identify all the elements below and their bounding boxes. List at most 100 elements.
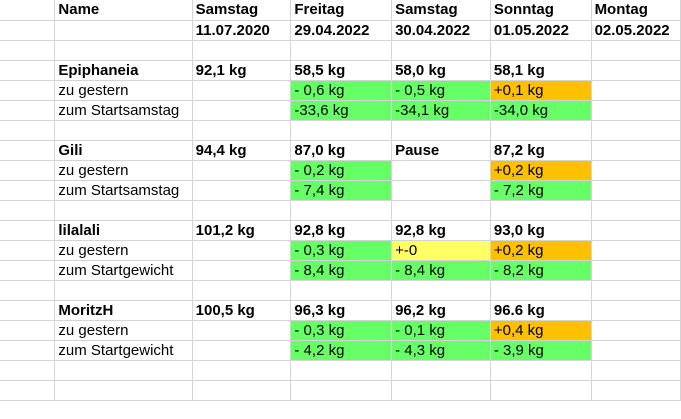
cell[interactable] xyxy=(0,140,56,161)
cell[interactable] xyxy=(192,120,292,141)
diff-value[interactable]: -34,1 kg xyxy=(391,100,491,121)
diff-value[interactable] xyxy=(591,180,681,201)
cell[interactable] xyxy=(192,280,292,301)
cell[interactable] xyxy=(54,380,193,401)
weight-value[interactable] xyxy=(591,60,681,81)
header-day[interactable]: Samstag xyxy=(192,0,292,21)
diff-value[interactable] xyxy=(391,160,491,181)
header-date[interactable]: 02.05.2022 xyxy=(591,20,681,41)
weight-value[interactable]: 58,5 kg xyxy=(290,60,393,81)
diff-value[interactable] xyxy=(591,160,681,181)
cell[interactable] xyxy=(490,380,592,401)
row-label[interactable]: zu gestern xyxy=(54,320,193,341)
person-name[interactable]: lilalali xyxy=(54,220,193,241)
diff-value[interactable] xyxy=(192,80,292,101)
weight-value[interactable] xyxy=(591,300,681,321)
weight-value[interactable]: 93,0 kg xyxy=(490,220,592,241)
diff-value[interactable] xyxy=(192,340,292,361)
cell[interactable] xyxy=(192,200,292,221)
cell[interactable] xyxy=(0,200,56,221)
person-name[interactable]: MoritzH xyxy=(54,300,193,321)
diff-value[interactable] xyxy=(192,100,292,121)
weight-value[interactable] xyxy=(591,140,681,161)
cell[interactable] xyxy=(54,200,193,221)
cell[interactable] xyxy=(0,100,56,121)
cell[interactable] xyxy=(0,380,56,401)
diff-value[interactable]: - 0,1 kg xyxy=(391,320,491,341)
diff-value[interactable] xyxy=(391,180,491,201)
diff-value[interactable]: -34,0 kg xyxy=(490,100,592,121)
header-day[interactable]: Samstag xyxy=(391,0,491,21)
cell[interactable] xyxy=(490,280,592,301)
header-day[interactable]: Sonntag xyxy=(490,0,592,21)
weight-value[interactable]: 92,8 kg xyxy=(391,220,491,241)
cell[interactable] xyxy=(391,360,491,381)
diff-value[interactable] xyxy=(591,240,681,261)
diff-value[interactable]: - 0,3 kg xyxy=(290,320,393,341)
diff-value[interactable]: +0,1 kg xyxy=(490,80,592,101)
header-day[interactable]: Freitag xyxy=(290,0,393,21)
cell[interactable] xyxy=(391,200,491,221)
row-label[interactable]: zu gestern xyxy=(54,160,193,181)
cell[interactable] xyxy=(0,0,56,21)
cell[interactable] xyxy=(391,380,491,401)
diff-value[interactable] xyxy=(591,80,681,101)
cell[interactable] xyxy=(490,40,592,61)
cell[interactable] xyxy=(0,20,56,41)
person-name[interactable]: Epiphaneia xyxy=(54,60,193,81)
cell[interactable] xyxy=(0,160,56,181)
header-date[interactable]: 11.07.2020 xyxy=(192,20,292,41)
cell[interactable] xyxy=(490,200,592,221)
diff-value[interactable]: - 8,4 kg xyxy=(391,260,491,281)
cell[interactable] xyxy=(54,360,193,381)
weight-value[interactable]: 58,1 kg xyxy=(490,60,592,81)
row-label[interactable]: zum Startsamstag xyxy=(54,100,193,121)
header-name[interactable]: Name xyxy=(54,0,193,21)
cell[interactable] xyxy=(290,360,393,381)
cell[interactable] xyxy=(0,340,56,361)
header-date[interactable]: 01.05.2022 xyxy=(490,20,592,41)
diff-value[interactable]: - 4,2 kg xyxy=(290,340,393,361)
row-label[interactable]: zu gestern xyxy=(54,80,193,101)
cell[interactable] xyxy=(591,120,681,141)
cell[interactable] xyxy=(54,20,193,41)
cell[interactable] xyxy=(290,200,393,221)
row-label[interactable]: zum Startgewicht xyxy=(54,340,193,361)
diff-value[interactable]: - 3,9 kg xyxy=(490,340,592,361)
diff-value[interactable]: +0,2 kg xyxy=(490,160,592,181)
weight-value[interactable]: 58,0 kg xyxy=(391,60,491,81)
cell[interactable] xyxy=(192,40,292,61)
weight-value[interactable]: 87,2 kg xyxy=(490,140,592,161)
cell[interactable] xyxy=(290,40,393,61)
cell[interactable] xyxy=(591,40,681,61)
header-day[interactable]: Montag xyxy=(591,0,681,21)
cell[interactable] xyxy=(391,120,491,141)
weight-value[interactable]: 100,5 kg xyxy=(192,300,292,321)
cell[interactable] xyxy=(290,380,393,401)
weight-value[interactable]: 94,4 kg xyxy=(192,140,292,161)
weight-value[interactable]: 92,1 kg xyxy=(192,60,292,81)
cell[interactable] xyxy=(0,260,56,281)
cell[interactable] xyxy=(490,120,592,141)
weight-value[interactable]: 96,2 kg xyxy=(391,300,491,321)
cell[interactable] xyxy=(0,240,56,261)
cell[interactable] xyxy=(290,280,393,301)
diff-value[interactable] xyxy=(591,260,681,281)
diff-value[interactable] xyxy=(192,160,292,181)
weight-value[interactable]: Pause xyxy=(391,140,491,161)
cell[interactable] xyxy=(0,120,56,141)
diff-value[interactable]: +0,4 kg xyxy=(490,320,592,341)
cell[interactable] xyxy=(591,280,681,301)
diff-value[interactable] xyxy=(591,340,681,361)
diff-value[interactable]: - 0,3 kg xyxy=(290,240,393,261)
cell[interactable] xyxy=(391,40,491,61)
row-label[interactable]: zum Startgewicht xyxy=(54,260,193,281)
diff-value[interactable]: +0,2 kg xyxy=(490,240,592,261)
diff-value[interactable]: - 4,3 kg xyxy=(391,340,491,361)
cell[interactable] xyxy=(0,180,56,201)
cell[interactable] xyxy=(391,280,491,301)
cell[interactable] xyxy=(0,280,56,301)
diff-value[interactable] xyxy=(192,240,292,261)
weight-value[interactable]: 87,0 kg xyxy=(290,140,393,161)
diff-value[interactable]: - 0,5 kg xyxy=(391,80,491,101)
